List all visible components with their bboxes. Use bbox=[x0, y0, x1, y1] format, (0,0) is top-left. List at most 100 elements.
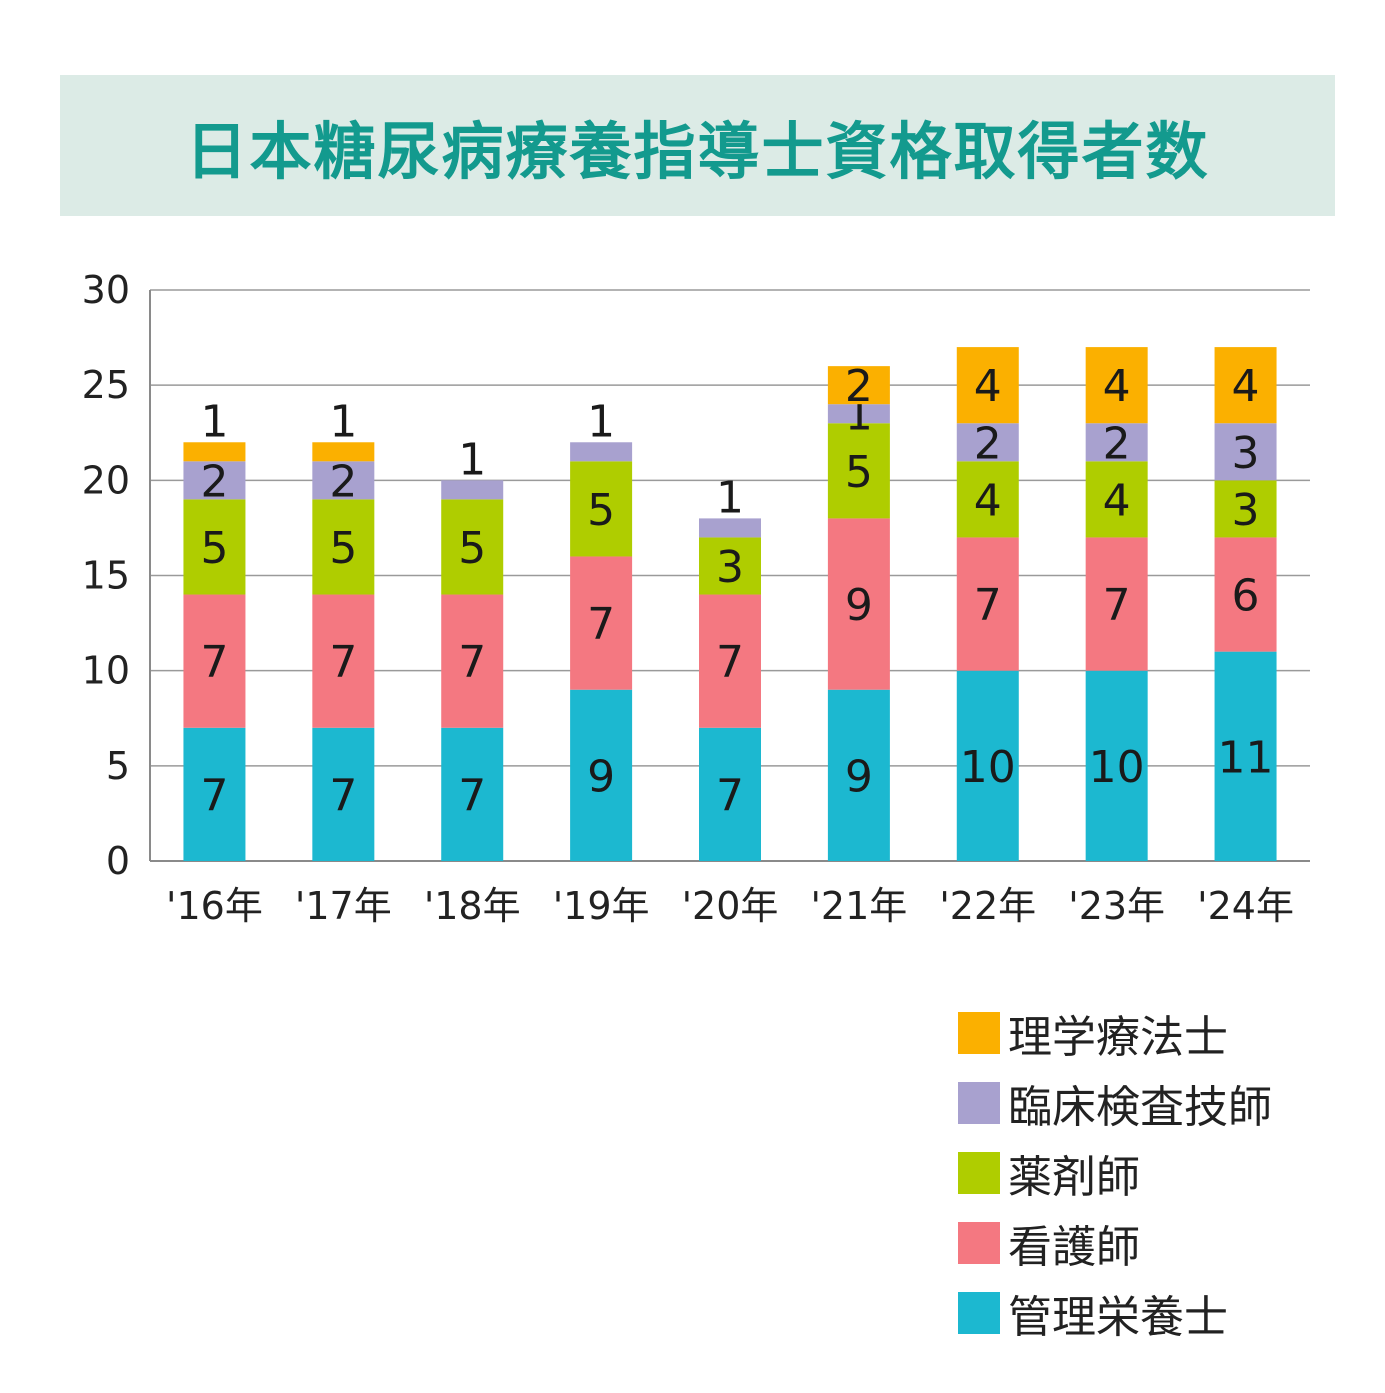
y-tick-label: 30 bbox=[82, 268, 130, 312]
data-label: 2 bbox=[1103, 418, 1131, 469]
data-label: 3 bbox=[1232, 428, 1260, 479]
bar-segment bbox=[1085, 670, 1148, 861]
bar-segment bbox=[312, 594, 375, 728]
data-label: 5 bbox=[845, 447, 873, 498]
legend-item: 理学療法士 bbox=[958, 998, 1272, 1068]
data-label: 1 bbox=[716, 472, 744, 523]
data-label: 3 bbox=[1232, 485, 1260, 536]
data-label: 1 bbox=[458, 434, 486, 485]
data-label: 2 bbox=[845, 361, 873, 412]
bar-segment bbox=[312, 727, 375, 861]
x-tick-label: '18年 bbox=[424, 884, 521, 928]
data-label: 5 bbox=[587, 485, 615, 536]
data-label: 7 bbox=[329, 770, 357, 821]
data-label: 4 bbox=[1103, 475, 1131, 526]
bar-segment bbox=[183, 594, 246, 728]
y-tick-label: 10 bbox=[82, 649, 130, 693]
bar-segment bbox=[1085, 461, 1148, 538]
y-tick-label: 20 bbox=[82, 458, 130, 502]
data-label: 7 bbox=[716, 637, 744, 688]
legend-label: 看護師 bbox=[1008, 1222, 1140, 1273]
legend-swatch bbox=[958, 1292, 1000, 1334]
bar-segment bbox=[827, 689, 890, 861]
bar-segment bbox=[1214, 347, 1277, 424]
data-label: 2 bbox=[974, 418, 1002, 469]
bar-segment bbox=[312, 499, 375, 595]
bar-segment bbox=[1214, 537, 1277, 652]
data-label: 9 bbox=[845, 580, 873, 631]
data-label: 2 bbox=[200, 456, 228, 507]
data-label: 7 bbox=[200, 637, 228, 688]
legend-swatch bbox=[958, 1222, 1000, 1264]
x-tick-label: '22年 bbox=[939, 884, 1036, 928]
data-label: 7 bbox=[974, 580, 1002, 631]
x-tick-label: '17年 bbox=[295, 884, 392, 928]
bar-segment bbox=[1214, 651, 1277, 861]
data-label: 9 bbox=[587, 751, 615, 802]
bar-segment bbox=[183, 499, 246, 595]
data-label: 7 bbox=[200, 770, 228, 821]
x-tick-label: '24年 bbox=[1197, 884, 1294, 928]
legend-item: 管理栄養士 bbox=[958, 1278, 1272, 1348]
bar-segment bbox=[699, 518, 761, 538]
bar-segment bbox=[570, 556, 633, 690]
bar-segment bbox=[827, 518, 890, 690]
legend-item: 薬剤師 bbox=[958, 1138, 1272, 1208]
data-label: 4 bbox=[1103, 361, 1131, 412]
chart-legend: 理学療法士 臨床検査技師 薬剤師 看護師 管理栄養士 bbox=[958, 998, 1272, 1348]
data-label: 3 bbox=[716, 542, 744, 593]
bar-segment bbox=[956, 670, 1019, 861]
bar-segment bbox=[827, 423, 890, 519]
bar-segment bbox=[312, 442, 375, 462]
bar-segment bbox=[312, 461, 375, 500]
chart-title: 日本糖尿病療養指導士資格取得者数 bbox=[185, 114, 1210, 188]
bar-segment bbox=[441, 499, 504, 595]
legend-label: 理学療法士 bbox=[1008, 1012, 1228, 1063]
data-label: 7 bbox=[458, 770, 486, 821]
data-label: 2 bbox=[329, 456, 357, 507]
data-label: 7 bbox=[458, 637, 486, 688]
bar-segment bbox=[570, 461, 633, 557]
data-label: 5 bbox=[329, 523, 357, 574]
y-tick-label: 15 bbox=[82, 554, 130, 598]
bar-segment bbox=[1214, 480, 1277, 538]
data-label: 11 bbox=[1218, 732, 1274, 783]
data-label: 4 bbox=[1232, 361, 1260, 412]
data-label: 10 bbox=[1089, 742, 1145, 793]
bar-segment bbox=[1085, 423, 1148, 462]
data-label: 9 bbox=[845, 751, 873, 802]
bar-segment bbox=[699, 594, 761, 728]
bar-segment bbox=[183, 461, 246, 500]
x-tick-label: '19年 bbox=[553, 884, 650, 928]
bar-segment bbox=[956, 423, 1019, 462]
bar-segment bbox=[699, 727, 761, 861]
data-label: 1 bbox=[329, 396, 357, 447]
legend-swatch bbox=[958, 1012, 1000, 1054]
data-label: 4 bbox=[974, 475, 1002, 526]
x-tick-label: '16年 bbox=[166, 884, 263, 928]
data-label: 7 bbox=[329, 637, 357, 688]
bar-segment bbox=[1214, 423, 1277, 481]
legend-label: 管理栄養士 bbox=[1008, 1292, 1228, 1343]
data-label: 5 bbox=[200, 523, 228, 574]
bar-segment bbox=[699, 537, 761, 595]
y-tick-label: 5 bbox=[106, 744, 130, 788]
bar-segment bbox=[183, 727, 246, 861]
bar-segment bbox=[570, 442, 633, 462]
data-label: 7 bbox=[1103, 580, 1131, 631]
bar-segment bbox=[441, 480, 504, 500]
bar-segment bbox=[956, 537, 1019, 671]
data-label: 7 bbox=[716, 770, 744, 821]
bar-segment bbox=[1085, 537, 1148, 671]
x-tick-label: '23年 bbox=[1068, 884, 1165, 928]
legend-swatch bbox=[958, 1082, 1000, 1124]
bar-segment bbox=[570, 689, 633, 861]
data-label: 7 bbox=[587, 599, 615, 650]
data-label: 6 bbox=[1232, 571, 1260, 622]
data-label: 1 bbox=[200, 396, 228, 447]
y-tick-label: 0 bbox=[106, 839, 130, 883]
data-label: 4 bbox=[974, 361, 1002, 412]
bar-segment bbox=[441, 727, 504, 861]
bar-segment bbox=[183, 442, 246, 462]
